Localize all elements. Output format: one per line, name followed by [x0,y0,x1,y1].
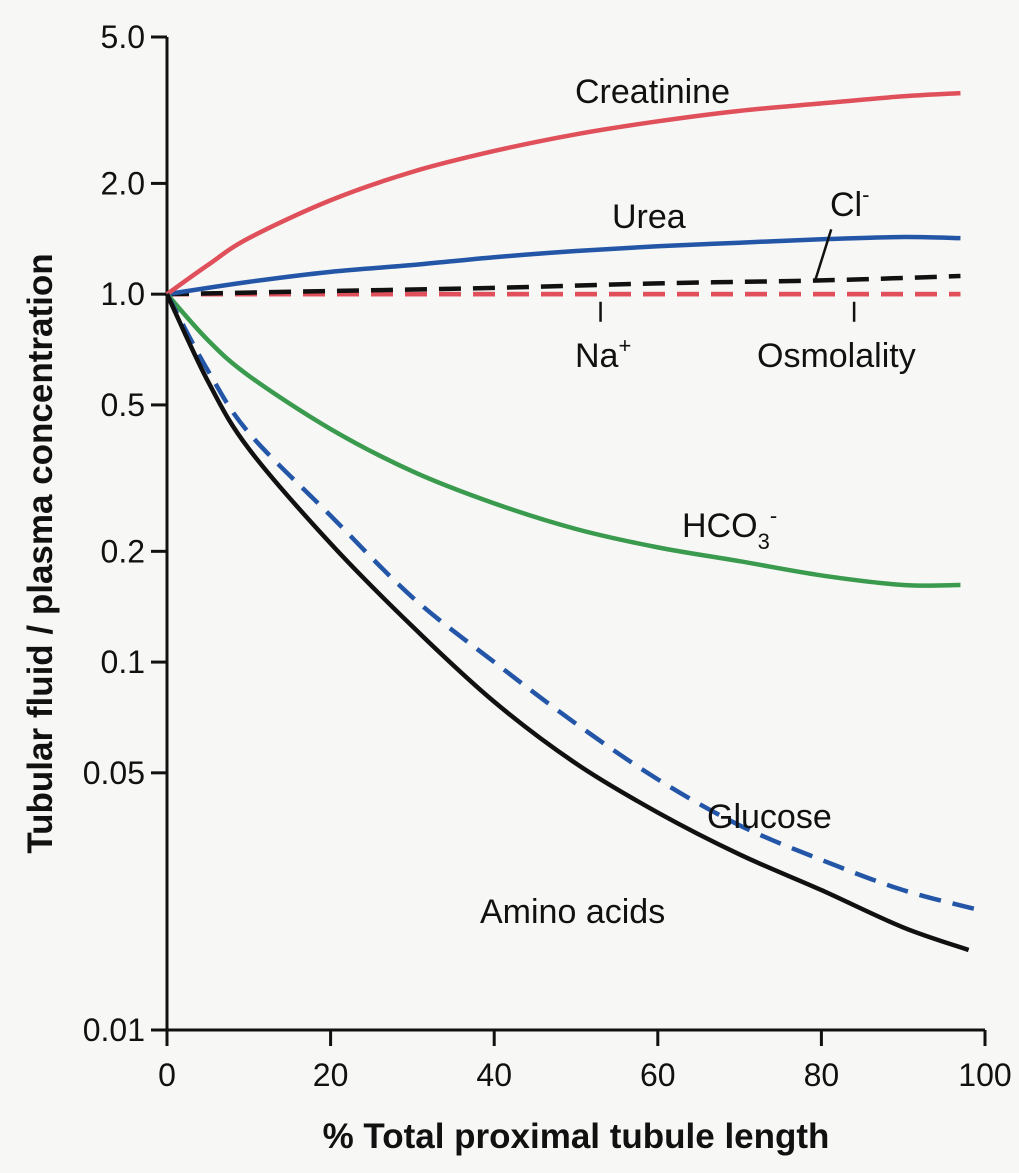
series-label-bicarbonate: HCO3- [682,503,777,554]
series-label-chloride: Cl- [830,182,869,224]
series-label-bicarbonate-superscript: - [770,503,777,528]
x-tick-label: 20 [313,1057,349,1093]
chloride-pointer [814,229,833,280]
series-label-creatinine: Creatinine [575,73,730,111]
series-lines [164,90,986,953]
series-line-glucose [165,293,986,914]
series-line-cl [166,273,961,297]
x-tick-label: 100 [958,1057,1011,1093]
axes: 0.01 0.05 0.1 0.2 0.5 1.0 2.0 5.0 0 20 40 60 80 100 [83,19,1012,1093]
y-tick-label: 0.01 [83,1012,145,1048]
x-axis-title: % Total proximal tubule length [323,1117,830,1156]
series-label-osmolality: Osmolality [757,337,916,375]
series-label-sodium-main: Na [575,337,619,375]
series-label-bicarbonate-main: HCO [682,507,758,545]
y-axis-title: Tubular fluid / plasma concentration [21,253,60,853]
x-tick-label: 80 [804,1057,840,1093]
series-label-chloride-superscript: - [862,182,869,207]
series-label-urea: Urea [612,198,686,236]
series-line-hco3 [165,292,961,588]
series-label-sodium: Na+ [575,333,631,375]
x-tick-label: 0 [158,1057,176,1093]
series-label-chloride-main: Cl [830,186,862,224]
series-label-amino-acids: Amino acids [480,893,665,931]
y-tick-label: 0.05 [83,755,145,791]
x-tick-label: 60 [640,1057,676,1093]
y-tick-label: 0.5 [101,387,145,423]
y-tick-label: 2.0 [101,165,145,201]
series-line-creatinine [165,90,961,296]
series-label-bicarbonate-subscript: 3 [758,529,770,554]
series-labels: Creatinine Urea Cl- Na+ Osmolality HCO3-… [480,73,916,931]
series-line-urea [166,234,961,297]
y-tick-label: 0.2 [101,533,145,569]
x-tick-label: 40 [476,1057,512,1093]
series-label-sodium-superscript: + [618,333,631,358]
y-tick-label: 0.1 [101,644,145,680]
y-tick-label: 5.0 [101,19,145,55]
y-tick-label: 1.0 [101,276,145,312]
series-line-amino-acids [164,293,970,953]
series-label-glucose: Glucose [707,798,832,836]
